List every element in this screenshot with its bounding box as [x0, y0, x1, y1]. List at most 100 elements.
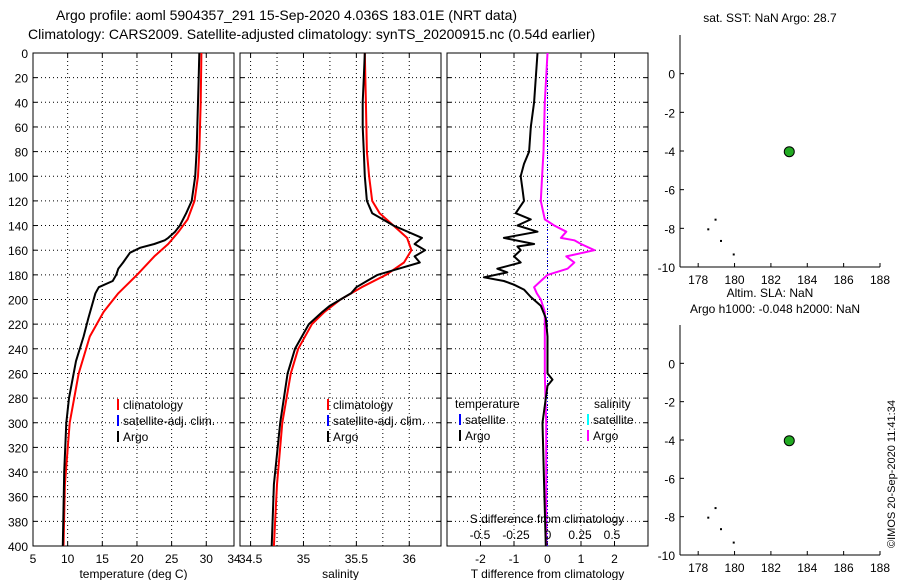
x-tick-label: 15	[96, 552, 110, 566]
top-tick-label: -0.5	[470, 528, 491, 542]
depth-tick-label: 300	[8, 417, 28, 431]
top-tick-label: 0	[545, 528, 552, 542]
imos-watermark: ©IMOS 20-Sep-2020 11:41:34	[886, 400, 898, 548]
depth-tick-label: 160	[8, 244, 28, 258]
legend-t-satellite-label: satellite	[465, 413, 506, 427]
sla-map: 0 -2 -4 -6 -8 -10 178 180 182 184 186 188 Altim. SLA…	[658, 286, 891, 575]
depth-tick-label: 100	[8, 170, 28, 184]
x-tick-label: 2	[611, 552, 618, 566]
depth-tick-label: 0	[21, 47, 28, 61]
depth-tick-label: 340	[8, 466, 28, 480]
x-tick-label: 184	[797, 273, 817, 287]
x-tick-label: 1	[578, 552, 585, 566]
legend-s-satellite-label: satellite	[593, 413, 634, 427]
legend-argo-label: Argo	[123, 430, 149, 444]
y-tick-label: 0	[668, 357, 675, 371]
sst-map: 0 -2 -4 -6 -8 -10 178 180 182 184 186 188 sat. SST: …	[658, 11, 891, 287]
land-dot	[707, 228, 710, 231]
x-tick-label: 186	[834, 561, 854, 575]
series-argo	[270, 52, 427, 547]
x-tick-label: 30	[200, 552, 214, 566]
land-dot	[732, 253, 735, 256]
x-tick-label: 5	[30, 552, 37, 566]
map-title: Altim. SLA: NaN	[727, 286, 814, 300]
legend-argo-label: Argo	[333, 430, 359, 444]
x-tick-label: 182	[761, 561, 781, 575]
x-tick-label: -1	[509, 552, 520, 566]
x-tick-label: 186	[834, 273, 854, 287]
y-tick-label: -2	[664, 396, 675, 410]
argo-position-marker	[783, 435, 795, 447]
depth-tick-label: 200	[8, 294, 28, 308]
legend-satellite-adj-label: satellite-adj. clim.	[123, 414, 215, 428]
depth-tick-label: 180	[8, 269, 28, 283]
x-tick-label: 35.5	[345, 552, 369, 566]
x-tick-label: 0	[544, 552, 551, 566]
argo-position-marker	[783, 146, 795, 158]
series-s-difference-argo	[533, 52, 596, 546]
x-tick-label: 35	[297, 552, 311, 566]
depth-tick-label: 280	[8, 392, 28, 406]
land-dot	[720, 239, 722, 242]
legend-t-argo-label: Argo	[465, 429, 491, 443]
land-dot	[720, 528, 722, 531]
land-dot	[714, 507, 717, 510]
x-tick-label: 34	[227, 552, 241, 566]
x-tick-label: 36	[403, 552, 417, 566]
depth-tick-label: 320	[8, 441, 28, 455]
x-tick-label: 34.5	[239, 552, 263, 566]
x-tick-label: 10	[61, 552, 75, 566]
legend-satellite-adj-label: satellite-adj. clim.	[333, 414, 425, 428]
depth-tick-label: 380	[8, 515, 28, 529]
depth-tick-label: 120	[8, 195, 28, 209]
land-dot	[732, 541, 735, 544]
x-axis-label: salinity	[322, 567, 359, 580]
y-tick-label: 0	[668, 68, 675, 82]
x-tick-label: 188	[870, 561, 890, 575]
x-tick-label: 180	[725, 561, 745, 575]
depth-tick-label: 400	[8, 540, 28, 554]
x-tick-label: 182	[761, 273, 781, 287]
legend-climatology-label: climatology	[123, 398, 183, 412]
map-subtitle: Argo h1000: -0.048 h2000: NaN	[690, 302, 860, 316]
y-tick-label: -8	[664, 511, 675, 525]
x-tick-label: -2	[475, 552, 486, 566]
depth-tick-label: 80	[15, 146, 29, 160]
x-axis-label: temperature (deg C)	[79, 567, 187, 580]
depth-tick-label: 140	[8, 220, 28, 234]
title-line-1: Argo profile: aoml 5904357_291 15-Sep-20…	[56, 7, 517, 23]
y-tick-label: -8	[664, 222, 675, 236]
y-tick-label: -10	[658, 549, 676, 563]
top-tick-label: -0.25	[502, 528, 530, 542]
title-line-2: Climatology: CARS2009. Satellite-adjuste…	[28, 26, 595, 42]
x-tick-label: 178	[688, 273, 708, 287]
depth-tick-label: 260	[8, 367, 28, 381]
y-tick-label: -4	[664, 145, 675, 159]
y-tick-label: -6	[664, 184, 675, 198]
series-climatology	[62, 52, 203, 547]
top-tick-label: 0.5	[604, 528, 621, 542]
legend-s-argo-label: Argo	[593, 429, 619, 443]
top-tick-label: 0.25	[568, 528, 592, 542]
depth-tick-label: 220	[8, 318, 28, 332]
legend-temperature-title: temperature	[455, 397, 520, 411]
top-axis-label: S difference from climatology	[470, 512, 625, 526]
y-tick-label: -2	[664, 106, 675, 120]
y-tick-label: -10	[658, 261, 676, 275]
x-tick-label: 25	[165, 552, 179, 566]
map-title: sat. SST: NaN Argo: 28.7	[703, 11, 837, 25]
x-axis-label: T difference from climatology	[471, 567, 625, 580]
series-t-difference-argo	[482, 52, 554, 547]
salinity-profile: 34.5 35 35.5 36 salinity climatology satellite…	[239, 52, 442, 580]
x-tick-label: 188	[870, 273, 890, 287]
difference-profile: T difference from climatology-2 -1 0 1 2 S di…	[446, 52, 649, 580]
depth-tick-label: 360	[8, 491, 28, 505]
depth-tick-label: 40	[15, 96, 29, 110]
y-tick-label: -6	[664, 472, 675, 486]
series-climatology	[272, 52, 413, 547]
land-dot	[707, 516, 710, 519]
temperature-profile: 5 10 15 20 25 30 temperature (deg C) 34 climatol…	[30, 52, 241, 580]
depth-tick-label: 20	[15, 72, 29, 86]
x-tick-label: 184	[797, 561, 817, 575]
